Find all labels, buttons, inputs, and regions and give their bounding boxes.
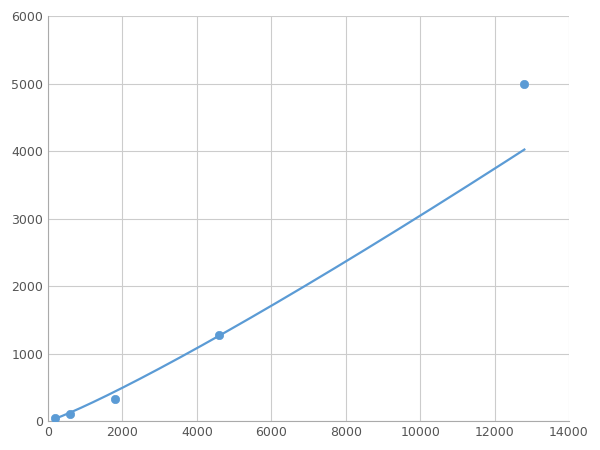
Point <box>110 396 120 403</box>
Point <box>520 80 529 87</box>
Point <box>65 411 75 418</box>
Point <box>50 414 60 421</box>
Point <box>214 331 224 338</box>
